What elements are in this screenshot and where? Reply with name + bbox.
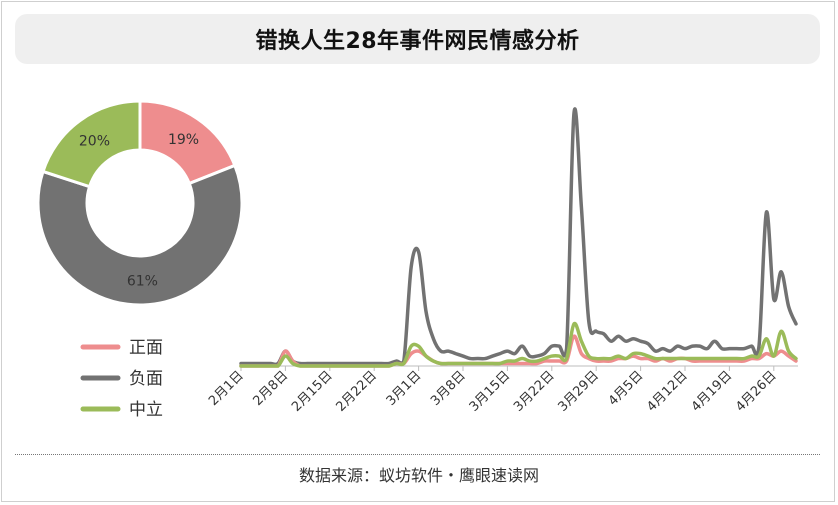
chart-title: 错换人生28年事件网民情感分析 [255,29,580,54]
donut-slice-2 [41,99,142,189]
x-tick-label-2: 2月15日 [289,368,336,415]
series-line-0 [239,107,798,367]
x-tick-label-4: 3月1日 [384,368,425,409]
donut-label-0: 19% [168,132,199,148]
donut-label-2: 20% [79,133,110,149]
x-tick-label-1: 2月8日 [251,368,292,409]
footer-divider [15,454,820,455]
title-banner: 错换人生28年事件网民情感分析 [15,14,820,64]
donut-label-1: 61% [127,273,158,289]
x-tick-label-7: 3月22日 [511,368,558,415]
donut-slice-1 [36,163,244,307]
series-line-2 [239,321,798,368]
legend-label-0: 正面 [129,338,163,358]
line-chart [239,107,798,368]
legend-label-1: 负面 [129,369,163,389]
x-tick-label-11: 4月19日 [689,368,736,415]
x-tick-label-5: 3月8日 [428,368,469,409]
x-tick-label-12: 4月26日 [733,368,780,415]
x-tick-label-8: 3月29日 [555,368,602,415]
data-source: 数据来源：蚁坊软件・鹰眼速读网 [298,466,539,485]
legend-label-2: 中立 [129,400,163,420]
x-tick-label-3: 2月22日 [333,368,380,415]
x-tick-label-0: 2月1日 [206,368,247,409]
donut-chart: 19% 61% 20% [36,99,244,307]
x-tick-label-10: 4月12日 [644,368,691,415]
x-tick-label-6: 3月15日 [467,368,514,415]
x-tick-label-9: 4月5日 [606,368,647,409]
